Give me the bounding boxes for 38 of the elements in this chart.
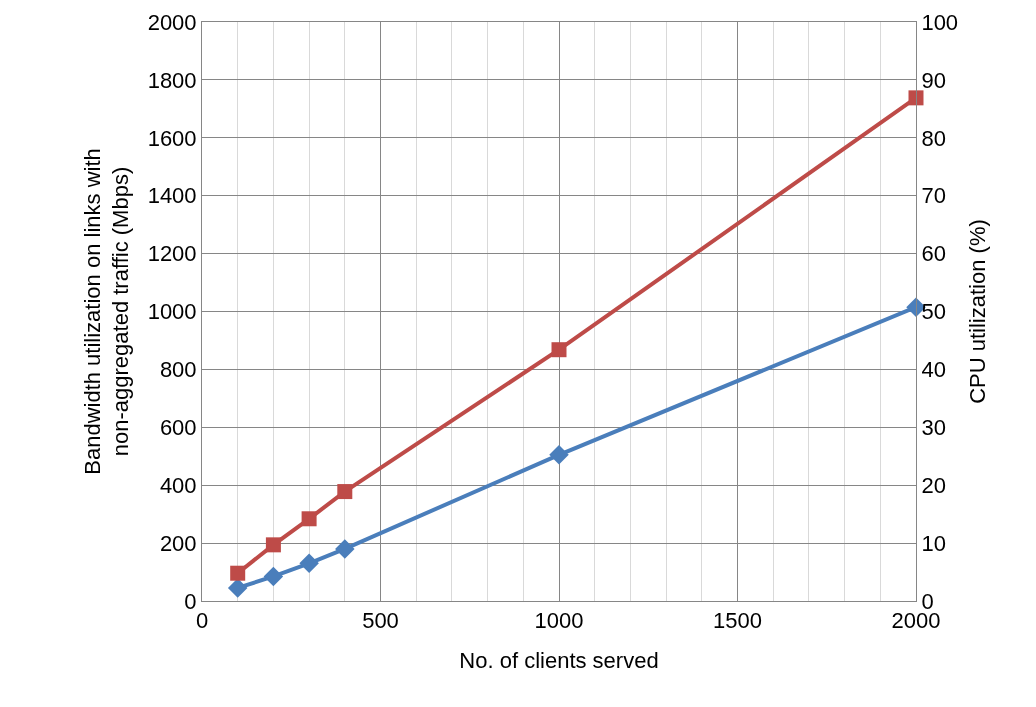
x-tick-label: 500 (362, 608, 399, 634)
y2-tick-label: 40 (921, 357, 946, 383)
point (230, 565, 246, 581)
y2-tick-label: 20 (921, 472, 946, 498)
y-tick-label: 1400 (147, 183, 197, 209)
point (227, 578, 248, 598)
y-tick-label: 1200 (147, 241, 197, 267)
y-tick-label: 1600 (147, 125, 197, 151)
x-tick-label: 1000 (534, 608, 584, 634)
point (263, 566, 284, 587)
y2-tick-label: 70 (921, 183, 946, 209)
y2-tick-label: 10 (921, 530, 946, 556)
point (337, 484, 353, 500)
y-tick-label: 200 (159, 530, 197, 556)
y2-tick-label: 100 (921, 9, 959, 35)
y2-tick-label: 80 (921, 125, 946, 151)
point (301, 511, 317, 527)
y2-axis-title: CPU utilization (%) (965, 219, 991, 404)
y2-tick-label: 60 (921, 241, 946, 267)
y2-tick-label: 90 (921, 67, 946, 93)
y-tick-label: 0 (184, 588, 197, 614)
y-tick-label: 2000 (147, 9, 197, 35)
y2-tick-label: 30 (921, 415, 946, 440)
x-axis-title: No. of clients served (459, 648, 659, 674)
y2-tick-label: 50 (921, 299, 946, 325)
y-axis-title: Bandwidth utilization on links with non-aggregated traffic (Mbps) (79, 148, 134, 475)
y-tick-label: 1800 (147, 67, 197, 93)
point (549, 445, 569, 465)
y-tick-label: 1000 (147, 299, 197, 325)
point (335, 539, 355, 559)
y-tick-label: 600 (159, 415, 197, 440)
y-tick-label: 400 (159, 472, 197, 498)
point (265, 537, 281, 553)
point (299, 553, 319, 574)
point (551, 342, 567, 358)
point (908, 90, 924, 106)
x-tick-label: 1500 (713, 608, 762, 634)
y-tick-label: 800 (159, 357, 197, 383)
